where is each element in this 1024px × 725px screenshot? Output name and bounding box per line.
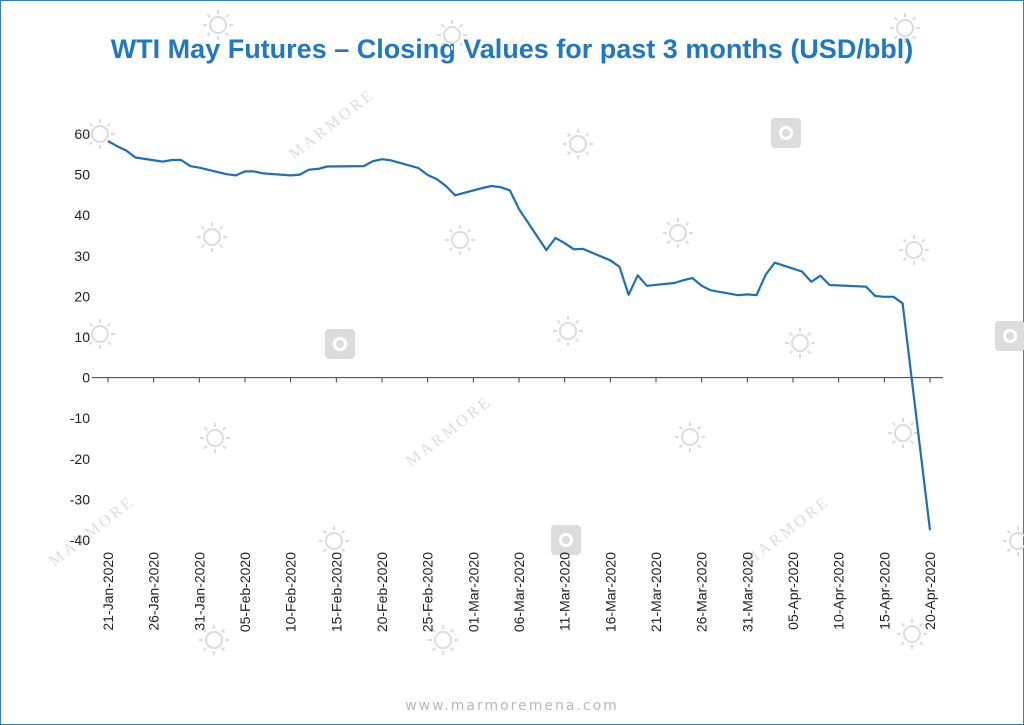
watermark-sun-icon: [675, 422, 705, 452]
y-tick-label: -20: [70, 451, 90, 467]
x-tick-label: 16-Mar-2020: [602, 552, 618, 632]
watermark-sun-icon: [553, 316, 583, 346]
series-layer: [107, 139, 932, 531]
y-tick-label: 0: [82, 370, 90, 386]
watermark-sun-icon: [428, 625, 458, 655]
chart-title: WTI May Futures – Closing Values for pas…: [110, 34, 914, 64]
y-tick-label: 60: [74, 126, 90, 142]
watermark-sun-icon: [563, 129, 593, 159]
y-tick-label: -40: [70, 532, 90, 548]
watermark-sun-icon: [890, 13, 920, 43]
watermark-sun-icon: [888, 418, 918, 448]
x-tick-label: 10-Feb-2020: [283, 552, 299, 632]
watermark-sun-icon: [199, 625, 229, 655]
footer-url: www.marmoremena.com: [405, 698, 619, 714]
y-axis-tick-labels: 60 50 40 30 20 10 0 -10 -20 -30 -40: [70, 126, 90, 548]
x-tick-label: 06-Mar-2020: [511, 552, 527, 632]
x-tick-label: 20-Feb-2020: [374, 552, 390, 632]
x-tick-label: 15-Feb-2020: [328, 552, 344, 632]
x-tick-label: 21-Mar-2020: [648, 552, 664, 632]
watermark-sun-icon: [897, 619, 927, 649]
x-tick-label: 05-Apr-2020: [785, 552, 801, 630]
watermark-text: MARMORE: [46, 493, 138, 570]
x-tick-label: 21-Jan-2020: [100, 552, 116, 631]
x-tick-label: 20-Apr-2020: [922, 552, 938, 630]
x-tick-label: 31-Jan-2020: [191, 552, 207, 631]
watermark-sun-icon: [200, 423, 230, 453]
watermark-sun-icon: [319, 526, 349, 556]
watermark-logo-icon: [995, 321, 1024, 351]
watermark-sun-icon: [663, 218, 693, 248]
y-tick-label: 50: [74, 167, 90, 183]
watermark-sun-icon: [899, 235, 929, 265]
x-tick-label: 05-Feb-2020: [237, 552, 253, 632]
y-tick-label: -30: [70, 491, 90, 507]
y-tick-label: 10: [74, 329, 90, 345]
watermark-sun-icon: [85, 319, 115, 349]
watermark-logo-icon: [771, 118, 801, 148]
watermark-sun-icon: [445, 225, 475, 255]
x-tick-label: 15-Apr-2020: [876, 552, 892, 630]
watermark-logo-icon: [551, 525, 581, 555]
watermark-text: MARMORE: [403, 393, 495, 470]
watermark-sun-icon: [203, 10, 233, 40]
y-tick-label: 20: [74, 288, 90, 304]
series-line: [107, 139, 932, 531]
watermark-logo-icon: [325, 329, 355, 359]
y-tick-label: -10: [70, 410, 90, 426]
watermark-sun-icon: [197, 222, 227, 252]
watermark-sun-icon: [785, 328, 815, 358]
x-axis: 21-Jan-2020 26-Jan-2020 31-Jan-2020 05-Feb-…: [92, 377, 943, 632]
x-tick-label: 10-Apr-2020: [831, 552, 847, 630]
watermark-sun-icon: [437, 20, 467, 50]
y-tick-label: 40: [74, 207, 90, 223]
x-tick-label: 25-Feb-2020: [420, 552, 436, 632]
y-tick-label: 30: [74, 248, 90, 264]
x-tick-label: 11-Mar-2020: [557, 552, 573, 631]
x-tick-label: 31-Mar-2020: [739, 552, 755, 632]
x-tick-label: 26-Mar-2020: [694, 552, 710, 632]
x-tick-label: 26-Jan-2020: [146, 552, 162, 631]
x-tick-label: 01-Mar-2020: [465, 552, 481, 632]
watermark-sun-icon: [1003, 526, 1024, 556]
watermark-text: MARMORE: [286, 86, 378, 163]
